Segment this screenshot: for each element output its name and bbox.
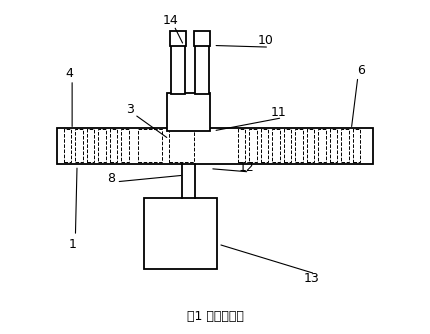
Bar (87, 129, 94, 162)
Bar (75, 129, 83, 162)
Text: 6: 6 (357, 63, 365, 76)
Bar (249, 129, 257, 162)
Bar (238, 129, 245, 162)
Bar (110, 129, 117, 162)
Bar (284, 129, 291, 162)
Text: 4: 4 (65, 67, 73, 80)
Bar (341, 129, 349, 162)
Bar (57, 128, 373, 164)
Bar (261, 129, 268, 162)
Bar (273, 129, 280, 162)
Text: 1: 1 (68, 238, 76, 251)
Bar (353, 129, 360, 162)
Bar (171, 45, 185, 94)
Bar (170, 31, 187, 46)
Bar (330, 129, 337, 162)
Bar (144, 198, 217, 269)
Bar (138, 129, 163, 162)
Bar (121, 129, 129, 162)
Text: 11: 11 (271, 106, 287, 119)
Bar (98, 129, 106, 162)
Text: 10: 10 (258, 34, 274, 47)
Bar (167, 93, 210, 131)
Bar (195, 45, 209, 94)
Text: 13: 13 (304, 272, 320, 285)
Text: 图1 装置示意图: 图1 装置示意图 (187, 310, 243, 323)
Text: 8: 8 (108, 172, 116, 185)
Bar (64, 129, 71, 162)
Text: 12: 12 (238, 161, 254, 173)
Bar (307, 129, 314, 162)
Text: 3: 3 (126, 103, 134, 116)
Bar (295, 129, 303, 162)
Bar (194, 31, 210, 46)
Bar (169, 129, 194, 162)
Bar (319, 129, 326, 162)
Text: 14: 14 (163, 14, 178, 27)
